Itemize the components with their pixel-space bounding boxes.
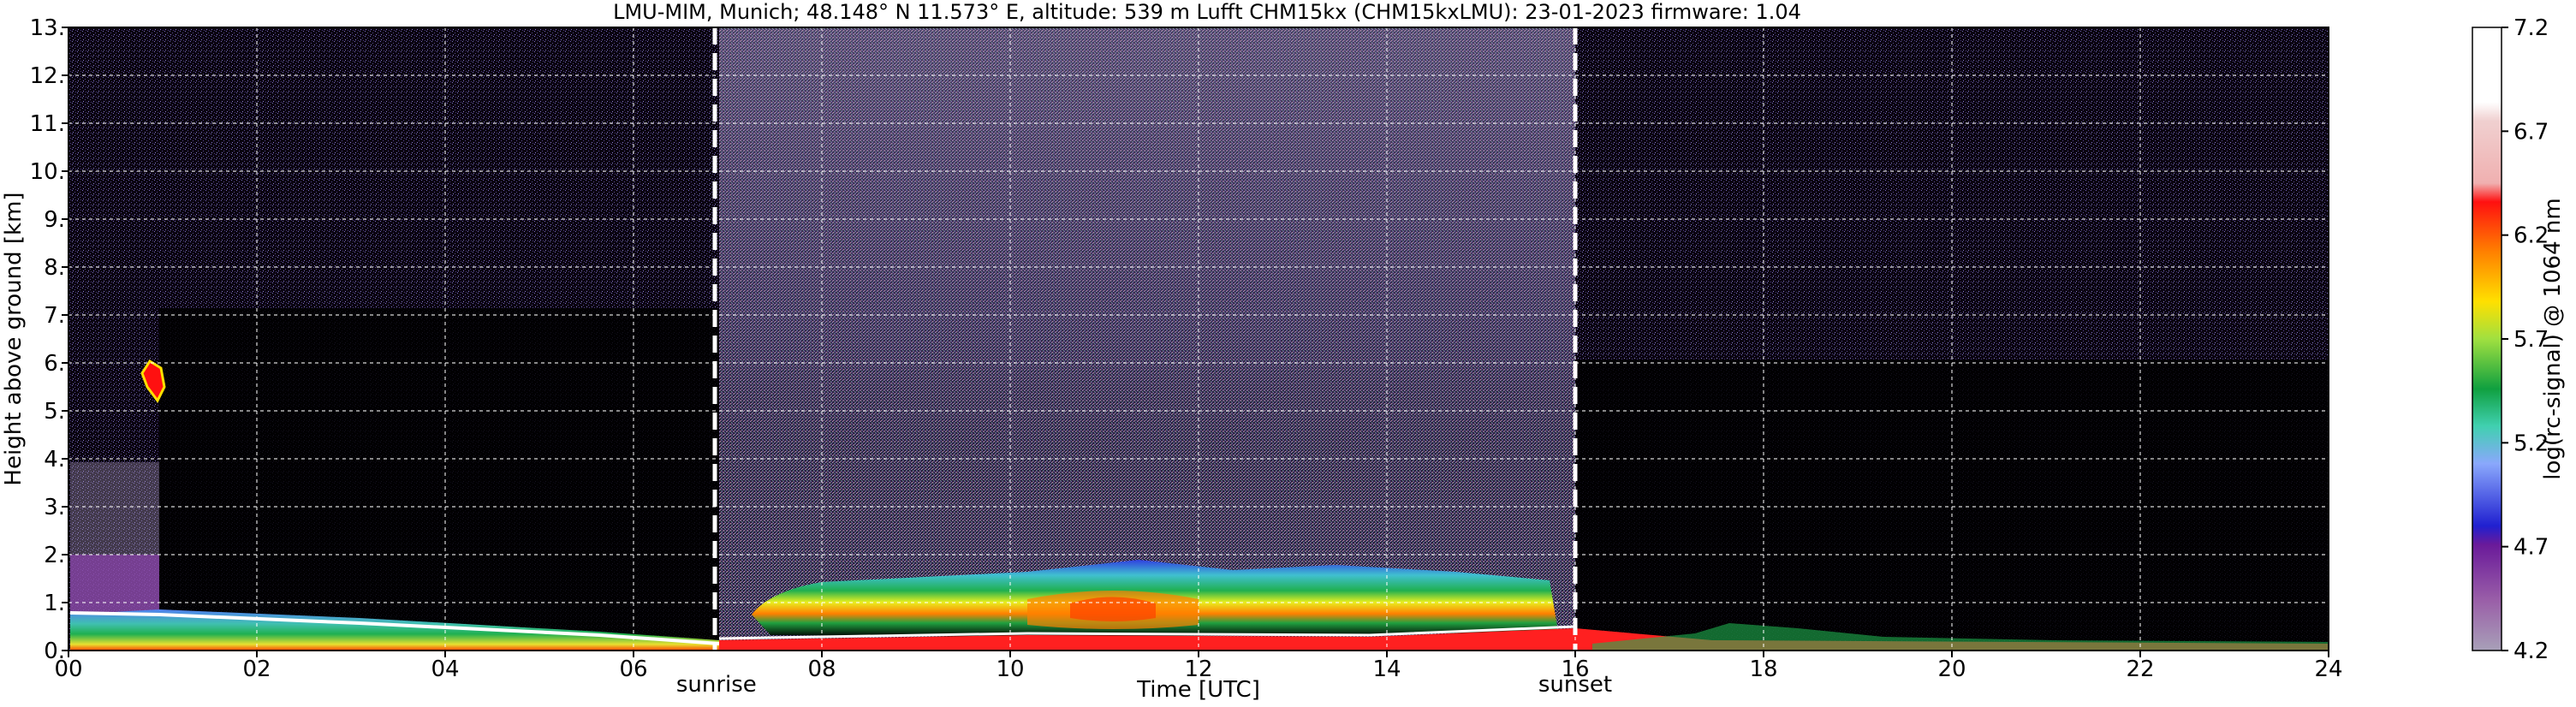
daytime-surface-layer-top	[718, 625, 1576, 640]
x-tick-label: 22	[2126, 656, 2154, 682]
x-tick-label: 04	[431, 656, 459, 682]
colorbar-tick-label: 6.7	[2514, 119, 2549, 145]
x-tick-label: 00	[54, 656, 82, 682]
colorbar-tick-label: 4.2	[2514, 639, 2549, 664]
colorbar: 4.2 4.7 5.2 5.7 6.2 6.7 7.2 log(rc-signal) @ 1…	[2472, 15, 2566, 664]
residual-layer	[70, 609, 719, 651]
evening-surface-aerosol	[1592, 623, 2329, 651]
nighttime-aerosol-layer	[70, 555, 159, 615]
x-tick-label: 06	[619, 656, 647, 682]
y-tick-label: 8.	[44, 255, 65, 281]
y-tick-label: 7.	[44, 303, 65, 329]
x-tick-label: 10	[996, 656, 1024, 682]
colorbar-gradient	[2472, 27, 2502, 651]
residual-layer-top-line	[69, 611, 720, 645]
y-tick-label: 6.	[44, 351, 65, 377]
x-tick-label: 12	[1184, 656, 1212, 682]
y-axis-label: Height above ground [km]	[1, 192, 27, 485]
y-tick-label: 3.	[44, 495, 65, 520]
x-tick-label: 18	[1749, 656, 1777, 682]
colorbar-label: log(rc-signal) @ 1064 nm	[2540, 198, 2566, 479]
sunrise-label: sunrise	[676, 672, 757, 698]
night-black-boundary-layer-evening	[1575, 359, 2329, 651]
daytime-glow	[719, 27, 1575, 541]
chart-title: LMU-MIM, Munich; 48.148° N 11.573° E, al…	[613, 0, 1801, 24]
cloud-core-red	[1070, 597, 1156, 621]
high-cloud-edge	[140, 359, 166, 403]
y-tick-label: 11.	[30, 111, 65, 137]
x-tick-label: 20	[1937, 656, 1966, 682]
sunset-label: sunset	[1538, 672, 1612, 698]
colorbar-tick-label: 6.2	[2514, 223, 2549, 249]
colorbar-tick-label: 5.7	[2514, 327, 2549, 353]
colorbar-tick-label: 7.2	[2514, 15, 2549, 41]
high-cloud	[142, 361, 164, 401]
colorbar-tick-label: 5.2	[2514, 431, 2549, 456]
x-tick-label: 08	[807, 656, 836, 682]
x-axis-ticks: 00 02 04 06 08 10 12 14 16 18 20 22 24	[54, 651, 2343, 682]
grid-lines	[68, 27, 2329, 651]
y-tick-label: 12.	[30, 63, 65, 89]
y-tick-label: 1.	[44, 591, 65, 616]
y-tick-label: 5.	[44, 399, 65, 425]
y-tick-label: 4.	[44, 447, 65, 472]
plot-area	[68, 27, 2329, 651]
y-tick-label: 13.	[30, 15, 65, 41]
x-axis-label: Time [UTC]	[1136, 677, 1260, 703]
x-tick-label: 16	[1561, 656, 1589, 682]
y-tick-label: 2.	[44, 543, 65, 568]
y-tick-label: 0.	[44, 639, 65, 664]
y-axis-ticks: 0. 1. 2. 3. 4. 5. 6. 7. 8. 9. 10. 11. 12. 13.	[30, 15, 68, 664]
colorbar-ticks: 4.2 4.7 5.2 5.7 6.2 6.7 7.2	[2502, 15, 2549, 664]
y-tick-label: 10.	[30, 159, 65, 185]
colorbar-tick-label: 4.7	[2514, 535, 2549, 561]
night-black-boundary-layer	[159, 308, 719, 651]
nighttime-aerosol-haze	[70, 462, 159, 555]
x-tick-label: 14	[1372, 656, 1401, 682]
y-tick-label: 9.	[44, 207, 65, 233]
x-tick-label: 02	[242, 656, 271, 682]
x-tick-label: 24	[2314, 656, 2342, 682]
